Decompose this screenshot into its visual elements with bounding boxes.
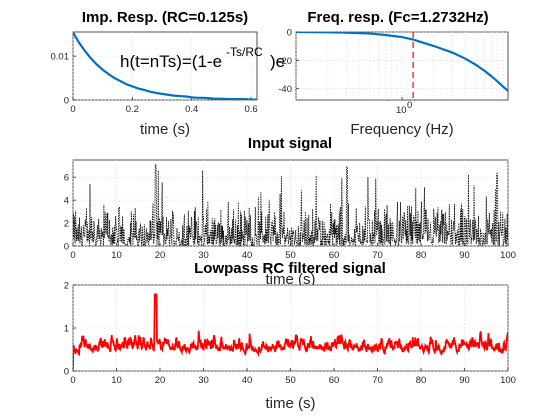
- x-axis-label: time (s): [266, 271, 316, 288]
- chart-3: 0 10 20 30 40 50 60 70 80 90 100 0 2 4 6 Input signal ti…: [64, 135, 516, 288]
- x-tick-label: 0.2: [126, 104, 139, 115]
- grid-lines: [72, 32, 257, 101]
- y-tick-label: 1: [64, 324, 69, 335]
- y-tick-label: -20: [278, 56, 292, 67]
- y-tick-label: 0: [64, 96, 69, 107]
- x-axis-label: time (s): [140, 121, 190, 138]
- x-axis-label: time (s): [266, 395, 316, 412]
- x-tick-exponent: 0: [407, 100, 412, 111]
- x-tick-label: 0: [70, 250, 75, 261]
- chart-title: Input signal: [248, 135, 332, 152]
- y-tick-label: 0: [64, 242, 69, 253]
- formula-exponent-1: -Ts/RC: [226, 45, 263, 59]
- x-tick-label: 60: [329, 375, 340, 386]
- y-tick-label: 0: [64, 367, 69, 378]
- x-tick-label: 20: [155, 250, 166, 261]
- formula-mid: )e: [270, 52, 285, 71]
- x-tick-label: 90: [459, 250, 470, 261]
- y-tick-label: 0.01: [51, 52, 70, 63]
- x-tick-label: 70: [372, 375, 383, 386]
- series-line: [73, 293, 508, 369]
- x-tick-label: 100: [500, 250, 516, 261]
- y-tick-label: -40: [278, 84, 292, 95]
- x-tick-label: 0: [70, 104, 75, 115]
- chart-title: Imp. Resp. (RC=0.125s): [82, 9, 248, 26]
- y-tick-label: 6: [64, 173, 69, 184]
- x-tick-label: 100: [500, 375, 516, 386]
- x-tick-label: 20: [155, 375, 166, 386]
- x-tick-label: 0.6: [244, 104, 257, 115]
- y-tick-label: 2: [64, 281, 69, 292]
- x-tick-label: 40: [242, 375, 253, 386]
- x-tick-label: 90: [459, 375, 470, 386]
- x-tick-label: 10: [111, 375, 122, 386]
- series-line: [73, 164, 508, 246]
- x-tick-label: 50: [285, 250, 296, 261]
- x-tick-label: 30: [198, 375, 209, 386]
- series-line: [73, 32, 257, 100]
- x-tick-label: 80: [416, 375, 427, 386]
- y-tick-label: 0: [287, 28, 292, 39]
- y-tick-label: 2: [64, 219, 69, 230]
- formula-base: h(t=nTs)=(1-e: [120, 52, 222, 71]
- chart-title: Freq. resp. (Fc=1.2732Hz): [307, 9, 488, 26]
- x-tick-label: 10: [396, 105, 407, 116]
- y-tick-label: 4: [64, 196, 69, 207]
- plot-area: [72, 31, 258, 101]
- chart-4: 0 10 20 30 40 50 60 70 80 90 100 0 1 2 Lowpass RC filt…: [64, 260, 516, 412]
- x-tick-label: 40: [242, 250, 253, 261]
- x-tick-label: 50: [285, 375, 296, 386]
- x-tick-label: 0.4: [185, 104, 198, 115]
- x-tick-label: 30: [198, 250, 209, 261]
- x-tick-label: 0: [70, 375, 75, 386]
- chart-1: 0 0.2 0.4 0.6 0 0.01 Imp. Resp. (RC=0.125s) tim…: [51, 9, 323, 138]
- series-line: [296, 32, 508, 92]
- x-tick-label: 10: [111, 250, 122, 261]
- x-tick-label: 60: [329, 250, 340, 261]
- x-tick-label: 70: [372, 250, 383, 261]
- x-axis-label: Frequency (Hz): [350, 121, 453, 138]
- x-tick-label: 80: [416, 250, 427, 261]
- chart-title: Lowpass RC filtered signal: [194, 260, 386, 277]
